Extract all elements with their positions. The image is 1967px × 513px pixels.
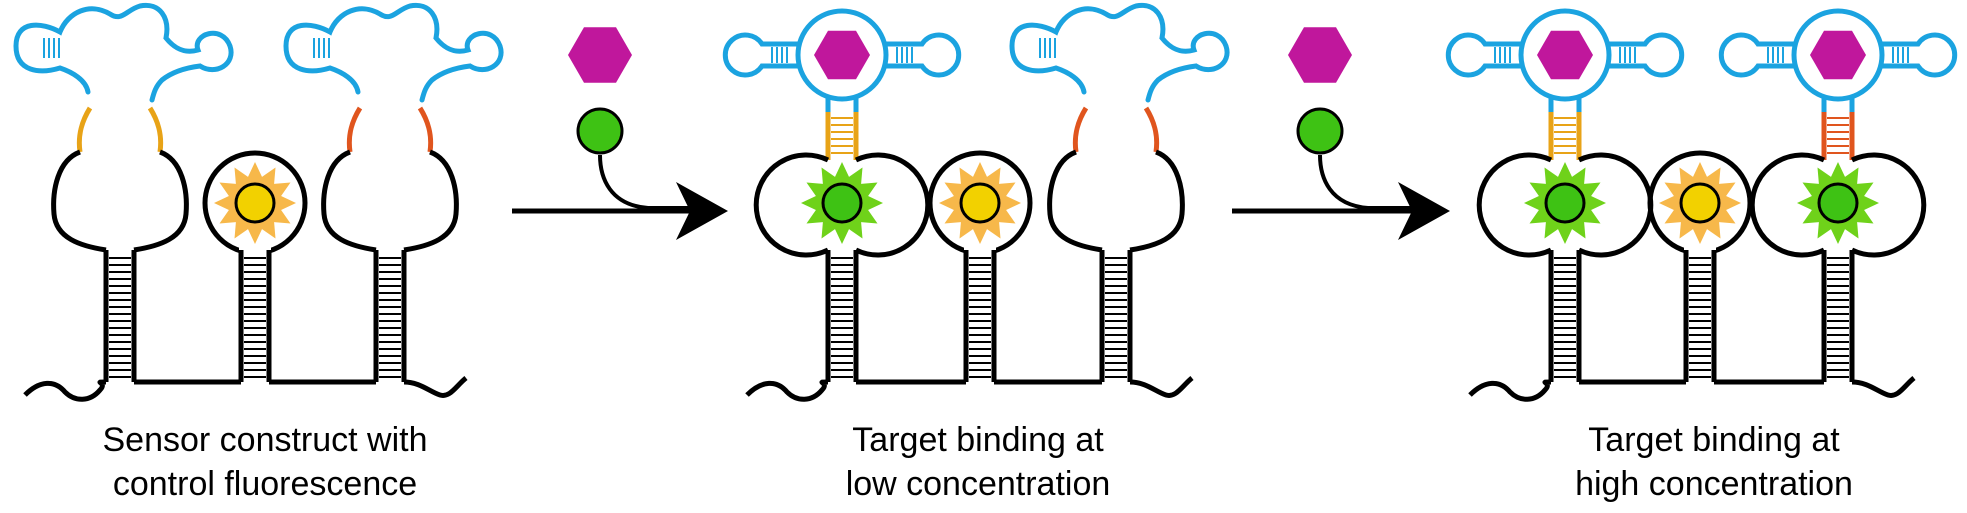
backbone-group bbox=[23, 376, 468, 402]
aptamer-strand bbox=[283, 2, 504, 103]
linker-strand bbox=[76, 106, 93, 153]
caption-line-2: high concentration bbox=[1575, 465, 1853, 503]
caption-line-1: Sensor construct with bbox=[102, 421, 428, 459]
panel-high bbox=[1445, 8, 1958, 402]
caption-line-1: Target binding at bbox=[852, 421, 1104, 459]
reaction-arrowhead bbox=[676, 182, 728, 240]
aptamer-binding-loop bbox=[1518, 8, 1612, 102]
green-fluorophore-dot bbox=[576, 107, 624, 155]
backbone-tail bbox=[403, 376, 468, 398]
aptamer-left-hairpin bbox=[1718, 32, 1794, 78]
sensor-construct-3 bbox=[1718, 8, 1958, 382]
aptamer-binding-loop bbox=[1791, 8, 1885, 102]
reagent-curve bbox=[1318, 154, 1420, 210]
orange-fluorophore-dot bbox=[959, 182, 1001, 224]
reagent-curve bbox=[598, 154, 698, 210]
backbone-tail bbox=[1129, 376, 1194, 398]
aptamer-strand bbox=[13, 2, 234, 103]
sensor-bulge bbox=[51, 149, 107, 253]
sensor-loop bbox=[1749, 152, 1826, 258]
control-construct bbox=[202, 150, 308, 382]
linker-strand bbox=[147, 106, 164, 153]
reaction-step-2 bbox=[1232, 27, 1450, 240]
green-fluorophore-dot bbox=[1296, 107, 1344, 155]
linker-strand bbox=[417, 106, 434, 153]
target-hexagon bbox=[1810, 30, 1866, 80]
aptamer-binding-loop bbox=[795, 8, 889, 102]
sensor-construct-1 bbox=[722, 8, 962, 382]
backbone-group bbox=[745, 376, 1194, 402]
linker-strand bbox=[346, 106, 363, 153]
target-hexagon bbox=[814, 30, 870, 80]
sensor-bulge bbox=[133, 149, 189, 253]
orange-fluorophore-dot bbox=[234, 182, 276, 224]
target-hexagon bbox=[1537, 30, 1593, 80]
aptamer-right-hairpin bbox=[886, 32, 962, 78]
sensor-bulge bbox=[1047, 149, 1103, 253]
sensor-construct-1 bbox=[13, 2, 234, 382]
control-construct bbox=[1647, 150, 1753, 382]
target-hexagon bbox=[1288, 27, 1352, 83]
sensor-construct-3 bbox=[1009, 2, 1230, 382]
green-fluorophore-dot bbox=[1544, 182, 1586, 224]
aptamer-left-hairpin bbox=[722, 32, 798, 78]
sensor-loop bbox=[753, 152, 830, 258]
sensor-bulge bbox=[321, 149, 377, 253]
caption-panel-high: Target binding at high concentration bbox=[1484, 418, 1944, 506]
control-construct bbox=[927, 150, 1033, 382]
panel-control bbox=[13, 2, 504, 402]
sensor-loop bbox=[1850, 152, 1927, 258]
control-loop-gap bbox=[1684, 246, 1716, 256]
backbone-tail bbox=[1468, 379, 1552, 402]
linker-strand bbox=[1072, 106, 1089, 153]
caption-line-1: Target binding at bbox=[1588, 421, 1840, 459]
sensor-bulge bbox=[403, 149, 459, 253]
green-fluorophore-dot bbox=[821, 182, 863, 224]
backbone-tail bbox=[745, 379, 829, 402]
sensor-construct-3 bbox=[283, 2, 504, 382]
aptamer-right-hairpin bbox=[1882, 32, 1958, 78]
panel-low bbox=[722, 2, 1230, 402]
backbone-tail bbox=[1851, 376, 1916, 398]
target-hexagon bbox=[568, 27, 632, 83]
orange-fluorophore-dot bbox=[1679, 182, 1721, 224]
caption-line-2: low concentration bbox=[845, 465, 1111, 503]
aptamer-strand bbox=[1009, 2, 1230, 103]
control-loop-gap bbox=[239, 246, 271, 256]
backbone-group bbox=[1468, 376, 1916, 402]
linker-strand bbox=[1143, 106, 1160, 153]
control-loop-gap bbox=[964, 246, 996, 256]
sensor-loop bbox=[1476, 152, 1553, 258]
green-fluorophore-dot bbox=[1817, 182, 1859, 224]
reaction-arrowhead bbox=[1398, 182, 1450, 240]
caption-panel-low: Target binding at low concentration bbox=[748, 418, 1208, 506]
caption-line-2: control fluorescence bbox=[112, 465, 418, 503]
backbone-tail bbox=[23, 379, 107, 402]
aptamer-left-hairpin bbox=[1445, 32, 1521, 78]
aptamer-right-hairpin bbox=[1609, 32, 1685, 78]
sensor-construct-1 bbox=[1445, 8, 1685, 382]
reaction-step-1 bbox=[512, 27, 728, 240]
caption-panel-control: Sensor construct with control fluorescen… bbox=[35, 418, 495, 506]
sensor-bulge bbox=[1129, 149, 1185, 253]
